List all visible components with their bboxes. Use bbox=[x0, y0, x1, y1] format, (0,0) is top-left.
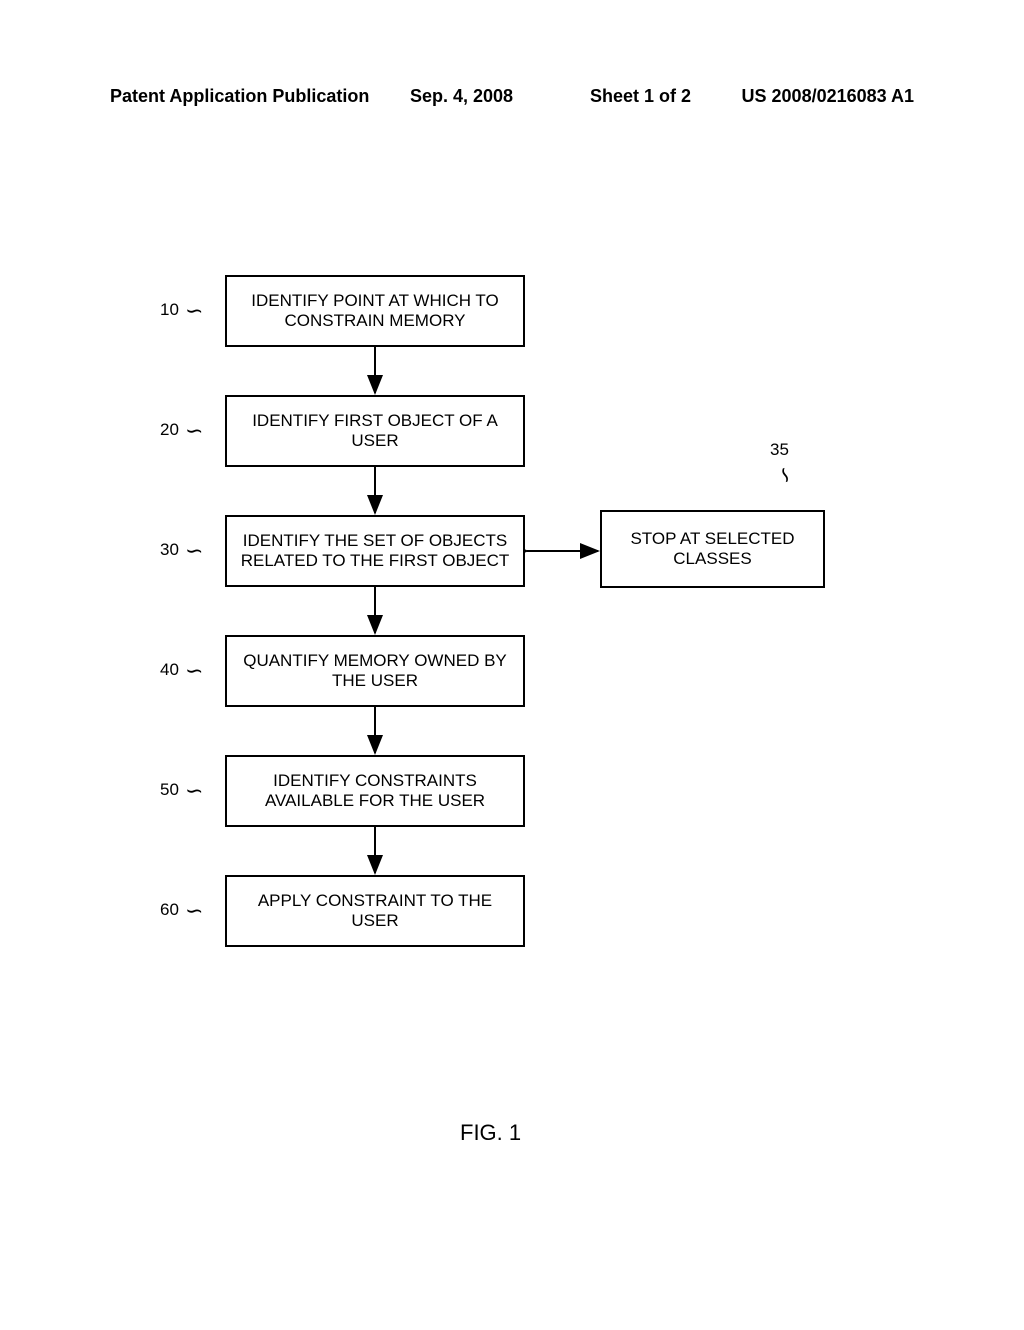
step-num-10: 10 bbox=[160, 300, 179, 320]
header-title: Patent Application Publication bbox=[110, 86, 369, 107]
leader-20: ∽ bbox=[185, 418, 203, 444]
step-text: IDENTIFY CONSTRAINTS AVAILABLE FOR THE U… bbox=[237, 771, 513, 811]
header-sheet: Sheet 1 of 2 bbox=[590, 86, 691, 107]
step-box-40: QUANTIFY MEMORY OWNED BY THE USER bbox=[225, 635, 525, 707]
header-pubno: US 2008/0216083 A1 bbox=[742, 86, 914, 107]
figure-canvas: IDENTIFY POINT AT WHICH TO CONSTRAIN MEM… bbox=[0, 130, 1024, 1320]
step-num-30: 30 bbox=[160, 540, 179, 560]
step-text: IDENTIFY POINT AT WHICH TO CONSTRAIN MEM… bbox=[237, 291, 513, 331]
step-box-10: IDENTIFY POINT AT WHICH TO CONSTRAIN MEM… bbox=[225, 275, 525, 347]
leader-30: ∽ bbox=[185, 538, 203, 564]
step-box-50: IDENTIFY CONSTRAINTS AVAILABLE FOR THE U… bbox=[225, 755, 525, 827]
step-num-60: 60 bbox=[160, 900, 179, 920]
leader-10: ∽ bbox=[185, 298, 203, 324]
figure-label: FIG. 1 bbox=[460, 1120, 521, 1146]
step-text: IDENTIFY FIRST OBJECT OF A USER bbox=[237, 411, 513, 451]
step-text: STOP AT SELECTED CLASSES bbox=[612, 529, 813, 569]
step-box-35: STOP AT SELECTED CLASSES bbox=[600, 510, 825, 588]
step-text: QUANTIFY MEMORY OWNED BY THE USER bbox=[237, 651, 513, 691]
step-box-30: IDENTIFY THE SET OF OBJECTS RELATED TO T… bbox=[225, 515, 525, 587]
leader-60: ∽ bbox=[185, 898, 203, 924]
leader-40: ∽ bbox=[185, 658, 203, 684]
step-text: IDENTIFY THE SET OF OBJECTS RELATED TO T… bbox=[237, 531, 513, 571]
step-box-20: IDENTIFY FIRST OBJECT OF A USER bbox=[225, 395, 525, 467]
step-num-35: 35 bbox=[770, 440, 789, 460]
step-num-20: 20 bbox=[160, 420, 179, 440]
step-box-60: APPLY CONSTRAINT TO THE USER bbox=[225, 875, 525, 947]
page-header: Patent Application Publication Sep. 4, 2… bbox=[110, 86, 914, 107]
step-num-40: 40 bbox=[160, 660, 179, 680]
header-date: Sep. 4, 2008 bbox=[410, 86, 513, 107]
step-num-50: 50 bbox=[160, 780, 179, 800]
step-text: APPLY CONSTRAINT TO THE USER bbox=[237, 891, 513, 931]
leader-50: ∽ bbox=[185, 778, 203, 804]
